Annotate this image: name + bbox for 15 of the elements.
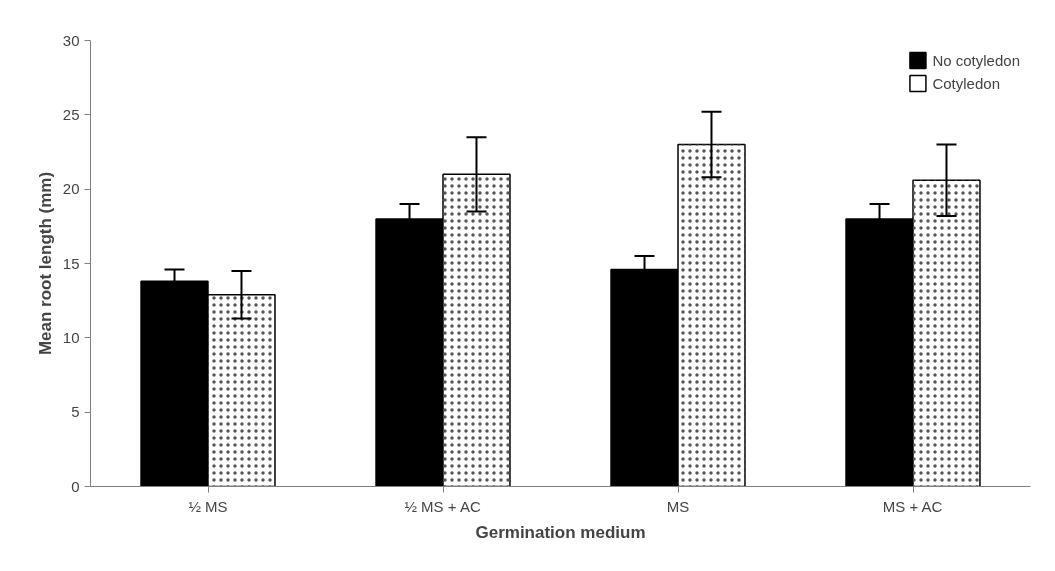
y-tick-label: 25 xyxy=(62,105,80,123)
y-tick-label: 0 xyxy=(71,477,80,495)
y-tick-label: 10 xyxy=(62,328,80,346)
y-tick-label: 15 xyxy=(62,254,80,272)
legend-label: No cotyledon xyxy=(932,51,1020,69)
x-tick-label: MS + AC xyxy=(882,497,943,515)
y-axis-title: Mean root length (mm) xyxy=(35,171,55,356)
y-tick-label: 30 xyxy=(62,31,80,49)
x-axis-title: Germination medium xyxy=(475,522,646,542)
legend-label: Cotyledon xyxy=(932,74,1000,92)
y-tick-label: 5 xyxy=(71,403,80,421)
y-tick-label: 20 xyxy=(62,180,80,198)
x-tick-label: ½ MS + AC xyxy=(404,497,481,515)
x-tick-label: ½ MS xyxy=(188,497,228,515)
x-tick-label: MS xyxy=(666,497,690,515)
